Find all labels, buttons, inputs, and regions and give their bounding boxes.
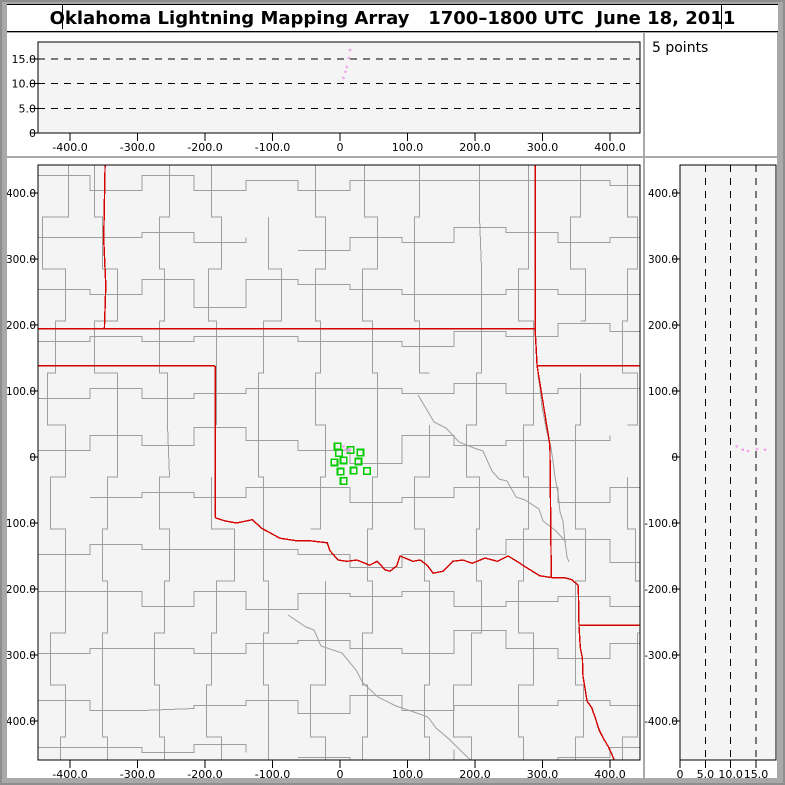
- y-tick-label: -200.0: [645, 584, 678, 596]
- source-point: [342, 76, 345, 80]
- x-tick-label: 10.0: [718, 768, 743, 778]
- y-tick-label: 0: [29, 127, 36, 140]
- panel-altitude-vs-north-south: 400.0 300.0 200.0 100.0 0 -100.0 -200.0 -300.0 -…: [645, 158, 777, 778]
- plan_view-plot-border: [37, 164, 641, 761]
- panel-altitude-vs-east-west: 15.0 10.0 5.0 0 -400.0 -300.0 -200.0 -100.0 0 100…: [7, 33, 643, 156]
- x-tick-label: -200.0: [187, 768, 222, 778]
- plan_view-plot-area: [38, 165, 640, 760]
- source-point: [344, 70, 347, 74]
- county-boundaries: [38, 165, 640, 760]
- source-point: [763, 448, 767, 452]
- x-tick-label: 400.0: [594, 768, 626, 778]
- alt_vs_ns-plot-area: [680, 165, 776, 760]
- x-tick-label: 0: [337, 141, 344, 154]
- y-tick-label: 5.0: [19, 102, 37, 115]
- source-point: [345, 65, 349, 69]
- alt_vs_ew-plot-border: [37, 41, 641, 134]
- source-point: [735, 445, 738, 448]
- y-tick-label: 10.0: [12, 78, 37, 91]
- plan-view-map-plot[interactable]: 400.0 300.0 200.0 100.0 0 -100.0 -200.0 -300.0 -…: [7, 158, 643, 778]
- station-marker: [330, 458, 339, 467]
- x-tick-label: 200.0: [459, 141, 491, 154]
- panel-plan-view: 400.0 300.0 200.0 100.0 0 -100.0 -200.0 -300.0 -…: [7, 158, 643, 778]
- title-bar: Oklahoma Lightning Mapping Array 1700–18…: [7, 4, 778, 32]
- x-tick-label: -300.0: [120, 768, 155, 778]
- river-line: [417, 394, 567, 543]
- y-tick-label: 200.0: [7, 320, 36, 332]
- y-tick-label: 300.0: [648, 254, 678, 266]
- x-tick-label: -100.0: [255, 141, 290, 154]
- y-tick-label: 300.0: [7, 254, 36, 266]
- alt_vs_ew-source-points: [342, 48, 352, 80]
- state-border-CO-KS: [102, 165, 107, 329]
- x-tick-label: 300.0: [527, 768, 559, 778]
- station-marker: [339, 476, 348, 485]
- x-tick-label: 0: [337, 768, 344, 778]
- x-tick-label: -300.0: [120, 141, 155, 154]
- y-tick-label: -100.0: [645, 518, 678, 530]
- source-point: [755, 447, 759, 451]
- plan_view-source-points: [342, 445, 352, 453]
- y-tick-label: -300.0: [7, 650, 36, 662]
- y-tick-label: -100.0: [7, 518, 36, 530]
- x-tick-label: -400.0: [52, 768, 87, 778]
- y-tick-label: 0: [671, 452, 678, 464]
- y-tick-label: -200.0: [7, 584, 36, 596]
- source-point: [348, 448, 352, 452]
- altitude-vs-east-west-plot[interactable]: 15.0 10.0 5.0 0 -400.0 -300.0 -200.0 -100.0 0 100…: [7, 33, 643, 156]
- river-line: [537, 374, 570, 563]
- page-title: Oklahoma Lightning Mapping Array 1700–18…: [49, 7, 736, 29]
- altitude-vs-north-south-plot[interactable]: 400.0 300.0 200.0 100.0 0 -100.0 -200.0 -300.0 -…: [645, 158, 777, 778]
- station-marker: [336, 467, 345, 476]
- alt_vs_ew-plot-area: [38, 42, 640, 133]
- y-tick-label: 15.0: [12, 53, 37, 66]
- state-border-Red-River: [214, 517, 579, 587]
- source-point: [345, 449, 349, 453]
- points-count-label: 5 points: [652, 40, 709, 56]
- x-tick-label: 300.0: [527, 141, 559, 154]
- x-tick-label: 200.0: [459, 768, 491, 778]
- source-point: [741, 448, 745, 452]
- station-marker: [362, 466, 371, 475]
- x-tick-label: -200.0: [187, 141, 222, 154]
- x-tick-label: 100.0: [392, 768, 424, 778]
- panel-points-count: 5 points: [645, 33, 777, 156]
- station-marker: [339, 456, 348, 465]
- x-tick-label: 5.0: [697, 768, 715, 778]
- station-marker: [356, 448, 365, 457]
- x-tick-label: 400.0: [594, 141, 626, 154]
- state-border-OK-AR: [536, 365, 552, 578]
- source-point: [347, 56, 351, 60]
- x-tick-label: 0: [677, 768, 684, 778]
- state-borders: [38, 165, 640, 760]
- state-border-TX-AR: [577, 585, 580, 626]
- y-tick-label: -400.0: [645, 716, 678, 728]
- source-point: [348, 48, 352, 52]
- alt_vs_ns-plot-border: [679, 164, 777, 761]
- x-tick-label: 15.0: [744, 768, 769, 778]
- river-line: [287, 614, 472, 760]
- station-marker: [354, 457, 363, 466]
- station-marker: [349, 466, 358, 475]
- y-tick-label: 100.0: [648, 386, 678, 398]
- y-tick-label: 0: [29, 452, 36, 464]
- y-tick-label: -300.0: [645, 650, 678, 662]
- source-point: [342, 445, 345, 448]
- alt_vs_ns-source-points: [735, 445, 767, 453]
- station-marker: [334, 448, 343, 457]
- state-border-TX-LA: [578, 625, 615, 760]
- y-tick-label: 400.0: [648, 188, 678, 200]
- y-tick-label: 400.0: [7, 188, 36, 200]
- y-tick-label: -400.0: [7, 716, 36, 728]
- x-tick-label: -400.0: [52, 141, 87, 154]
- x-tick-label: 100.0: [392, 141, 424, 154]
- source-point: [746, 449, 750, 453]
- x-tick-label: -100.0: [255, 768, 290, 778]
- y-tick-label: 200.0: [648, 320, 678, 332]
- y-tick-label: 100.0: [7, 386, 36, 398]
